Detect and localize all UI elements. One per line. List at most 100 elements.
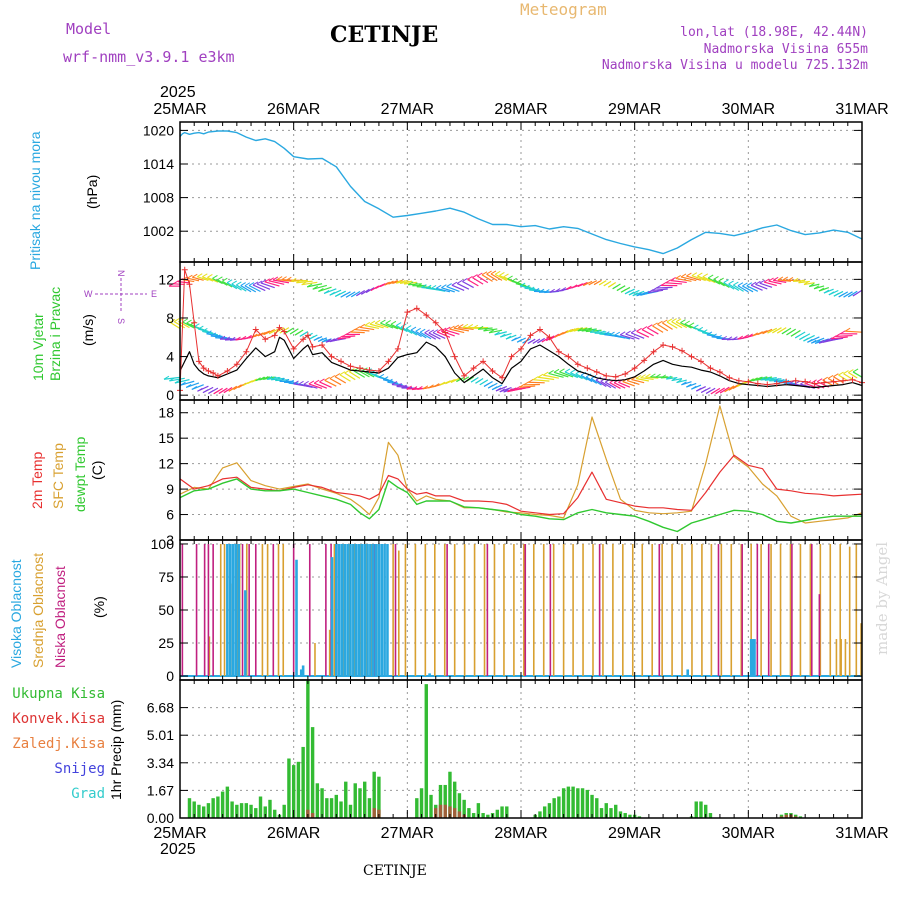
- sfc-temp-line: [179, 405, 863, 524]
- wind-barb-head: [818, 287, 825, 292]
- wind-barb-head: [570, 369, 576, 374]
- wind-gust-mark: [745, 378, 752, 385]
- wind-gust-mark: [224, 368, 231, 375]
- wind-barb-head: [585, 373, 592, 378]
- wind-barb-head: [577, 327, 584, 332]
- wind-barb-head: [244, 282, 251, 287]
- precip-total-bar: [306, 680, 310, 818]
- wind-barb: [244, 285, 257, 293]
- wind-barb-head: [324, 376, 330, 381]
- wind-gust-mark: [252, 326, 259, 333]
- wind-barb-head: [711, 333, 717, 338]
- wind-barb-head: [268, 330, 275, 335]
- wind-gust-mark: [480, 358, 487, 365]
- wind-barb-head: [276, 276, 283, 281]
- wind-barb-head: [260, 279, 267, 284]
- wind-barb-head: [640, 374, 646, 379]
- wind-barb-head: [593, 281, 600, 286]
- wind-gust-mark: [584, 365, 591, 372]
- precip-total-bar: [495, 809, 500, 818]
- precip-total-bar: [244, 803, 249, 818]
- wind-barb-head: [612, 285, 618, 290]
- wind-barb-head: [650, 373, 656, 378]
- wind-barb-head: [242, 382, 249, 386]
- wind-barb-head: [532, 339, 539, 344]
- wind-gust-mark: [631, 365, 638, 372]
- y-tick-label: 25: [158, 635, 174, 651]
- wind-barb-head: [395, 322, 402, 326]
- wind-barb-head: [430, 285, 437, 289]
- wind-barb: [252, 284, 266, 292]
- wind-barb-head: [439, 381, 446, 386]
- wind-barb: [625, 333, 640, 340]
- wind-barb-head: [483, 327, 489, 332]
- wind-barb-head: [491, 386, 498, 391]
- wind-barb: [641, 329, 654, 337]
- wind-barb-head: [803, 281, 810, 285]
- wind-barb: [449, 328, 465, 334]
- precip-total-bar: [798, 816, 803, 818]
- wind-gust-mark: [593, 369, 600, 376]
- elevation-info: Nadmorska Visina 655m: [703, 42, 868, 57]
- precip-total-bar: [201, 806, 206, 818]
- wind-barb: [609, 382, 621, 389]
- wind-gust-mark: [603, 372, 610, 379]
- precip-convective-bar: [306, 809, 310, 818]
- precip-total-bar: [258, 796, 263, 818]
- wind-barb-head: [515, 280, 522, 285]
- wind-barb: [313, 382, 328, 389]
- wind-barb-head: [681, 381, 687, 386]
- wind-barb: [240, 285, 252, 293]
- day-label-top: 30MAR: [722, 101, 775, 118]
- precip-total-bar: [599, 808, 604, 818]
- wind-barb-head: [186, 319, 192, 324]
- wind-barb: [768, 280, 782, 285]
- wind-barb-head: [218, 390, 225, 394]
- wind-barb-head: [370, 287, 377, 291]
- wind-barb-head: [301, 281, 307, 286]
- precip-total-bar: [263, 806, 267, 818]
- wind-barb: [528, 381, 545, 384]
- dewpt-line: [179, 478, 862, 533]
- day-label-top: 25MAR: [153, 101, 206, 118]
- wind-barb-head: [840, 330, 846, 335]
- wind-barb-head: [528, 286, 535, 291]
- precip-total-bar: [192, 801, 196, 818]
- wind-barb-head: [558, 332, 564, 336]
- wind-gust-mark: [802, 378, 809, 385]
- wind-barb: [723, 282, 735, 290]
- wind-barb-head: [435, 284, 442, 289]
- wind-gust-mark: [423, 312, 430, 319]
- wind-barb: [456, 282, 470, 290]
- wind-barb-head: [410, 326, 417, 331]
- wind-gust-mark: [276, 324, 283, 331]
- wind-barb: [691, 275, 706, 282]
- wind-barb-head: [656, 284, 662, 289]
- precip-total-bar: [557, 796, 561, 818]
- wind-barb-head: [488, 329, 495, 334]
- wind-barb-head: [475, 379, 481, 384]
- wind-barb-head: [182, 318, 188, 323]
- y-tick-label: 3.34: [147, 755, 174, 771]
- wind-barb-head: [202, 273, 208, 278]
- wind-gust-mark: [518, 345, 524, 352]
- wind-barb-head: [544, 289, 550, 293]
- wind-barb: [430, 287, 446, 292]
- y-tick-label: 1014: [143, 156, 174, 172]
- wind-barb-head: [456, 279, 463, 284]
- wind-barb-head: [272, 276, 279, 281]
- wind-barb-head: [560, 287, 567, 291]
- wind-barb-head: [401, 384, 407, 389]
- wind-gust-mark: [385, 358, 392, 365]
- wind-barb: [296, 280, 313, 284]
- wind-barb: [826, 337, 844, 342]
- precip-total-bar: [590, 794, 594, 818]
- wind-barb: [543, 374, 560, 379]
- wind-barb-head: [339, 371, 346, 376]
- day-label-bottom: 25MAR: [153, 825, 206, 842]
- wind-barb-head: [422, 385, 429, 390]
- wind-barb-head: [755, 280, 761, 285]
- wind-barb-head: [538, 288, 545, 293]
- wind-barb-head: [543, 371, 549, 376]
- wind-barb-head: [550, 335, 556, 340]
